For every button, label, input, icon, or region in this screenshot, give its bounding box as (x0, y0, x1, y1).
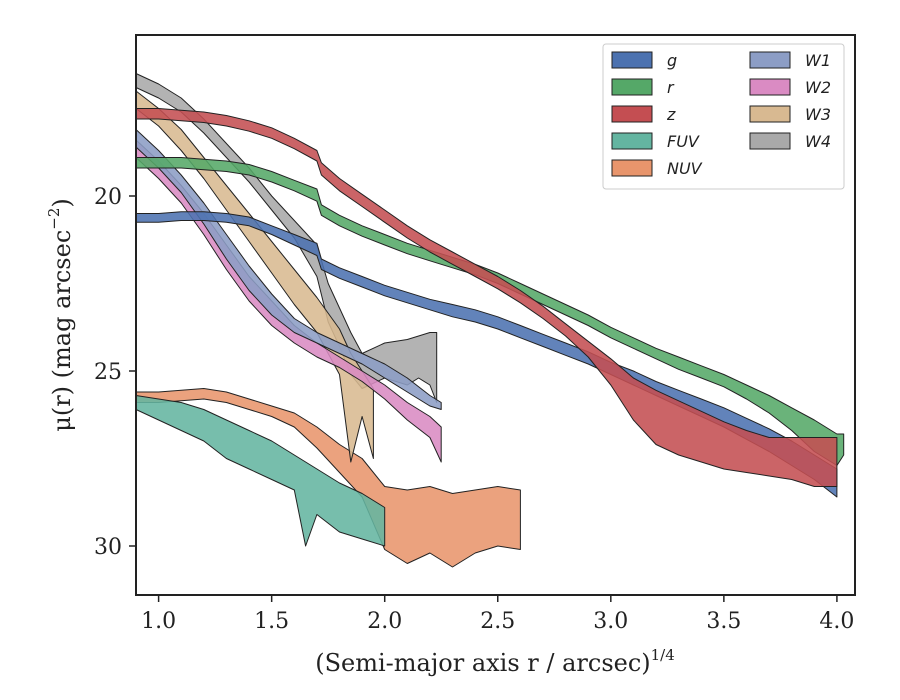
legend-swatch (749, 105, 791, 123)
series-band-r (135, 157, 845, 466)
legend-item-z: z (611, 105, 676, 124)
legend: grz FUV NUV W1 W2 W3 W4 (602, 43, 845, 190)
legend-swatch (611, 51, 653, 69)
y-axis: 20 25 30 (94, 185, 136, 560)
series-band-W3 (135, 90, 374, 463)
legend-swatch (611, 132, 653, 150)
series-band-FUV (135, 395, 386, 547)
legend-label: W2 (805, 78, 831, 97)
plot-frame (135, 34, 856, 596)
x-tick-label: 4.0 (819, 609, 854, 634)
y-tick-label: 30 (94, 535, 122, 560)
x-tick-label: 2.5 (480, 609, 515, 634)
legend-item-g: g (611, 51, 677, 70)
legend-label: g (667, 51, 677, 70)
series-band-g (135, 211, 838, 498)
legend-item-W4: W4 (749, 132, 831, 151)
x-axis-title-superscript: 1/4 (651, 646, 675, 664)
legend-item-NUV: NUV (611, 159, 703, 178)
x-axis-title-text: (Semi-major axis r / arcsec) (315, 649, 650, 677)
legend-item-W1: W1 (749, 51, 831, 70)
x-axis: 1.0 1.5 2.0 2.5 3.0 3.5 4.0 (141, 595, 854, 634)
legend-label: FUV (667, 132, 700, 151)
y-tick-label: 20 (94, 185, 122, 210)
series-band-W1 (135, 129, 442, 410)
legend-swatch (611, 159, 653, 177)
x-tick-label: 1.5 (254, 609, 289, 634)
series-band-NUV (135, 388, 521, 568)
legend-item-r: r (611, 78, 675, 97)
legend-items: grz FUV NUV W1 W2 W3 W4 (611, 51, 831, 178)
legend-label: W3 (805, 105, 831, 124)
legend-swatch (749, 51, 791, 69)
x-tick-label: 3.0 (593, 609, 628, 634)
series-band-z (135, 108, 838, 487)
x-tick-label: 2.0 (367, 609, 402, 634)
legend-swatch (611, 105, 653, 123)
x-tick-label: 1.0 (141, 609, 176, 634)
legend-swatch (749, 78, 791, 96)
y-axis-title: μ(r) (mag arcsec−2) (45, 198, 76, 432)
legend-label: W4 (805, 132, 831, 151)
x-axis-title: (Semi-major axis r / arcsec)1/4 (315, 646, 675, 677)
legend-label: NUV (667, 159, 703, 178)
x-tick-label: 3.5 (706, 609, 741, 634)
legend-item-W3: W3 (749, 105, 831, 124)
legend-swatch (611, 78, 653, 96)
legend-swatch (749, 132, 791, 150)
y-axis-title-tail: ) (48, 198, 76, 207)
legend-item-W2: W2 (749, 78, 831, 97)
legend-label: r (667, 78, 675, 97)
plot-areas (135, 73, 845, 568)
legend-label: W1 (805, 51, 831, 70)
legend-item-FUV: FUV (611, 132, 700, 151)
y-axis-title-superscript: −2 (45, 208, 63, 230)
y-axis-title-text: μ(r) (mag arcsec (48, 230, 76, 432)
y-tick-label: 25 (94, 360, 122, 385)
legend-label: z (666, 105, 676, 124)
